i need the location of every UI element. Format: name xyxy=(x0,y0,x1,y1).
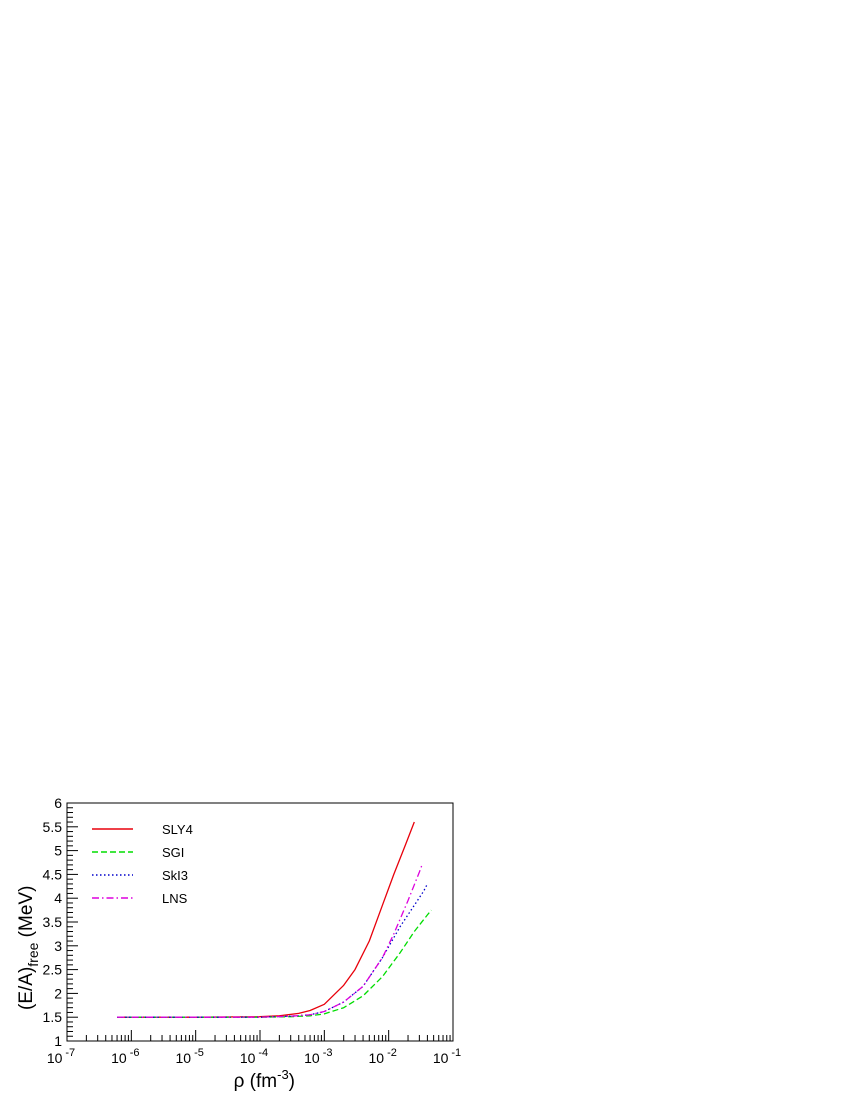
x-tick-label-exp: -1 xyxy=(451,1047,461,1059)
x-tick-label-exp: -7 xyxy=(65,1047,75,1059)
y-tick-label: 4 xyxy=(54,890,62,906)
y-axis-title-base: (E/A) xyxy=(16,967,37,1010)
x-tick-label-exp: -3 xyxy=(323,1047,333,1059)
plot-frame xyxy=(66,802,454,1042)
y-tick-label: 3 xyxy=(54,938,62,954)
series-line-ski3 xyxy=(117,883,428,1018)
y-tick-label: 5 xyxy=(54,843,62,859)
x-tick-label: 10 -5 xyxy=(175,1047,203,1066)
x-tick-label: 10 -6 xyxy=(111,1047,139,1066)
x-tick-label-exp: -5 xyxy=(194,1047,204,1059)
x-tick-label-base: 10 xyxy=(240,1050,256,1066)
x-axis-title-tail: ) xyxy=(289,1071,295,1092)
x-tick-label-exp: -6 xyxy=(130,1047,140,1059)
x-axis-ticks: 10 -7 10 -6 10 -5 10 -4 10 -3 10 -2 10 -1 xyxy=(47,1030,461,1066)
legend-label-sgi: SGI xyxy=(162,845,184,860)
y-tick-label: 2 xyxy=(54,985,62,1001)
y-tick-label: 2.5 xyxy=(43,962,63,978)
y-tick-label: 1.5 xyxy=(43,1009,63,1025)
x-tick-label-base: 10 xyxy=(47,1050,63,1066)
legend-label-ski3: SkI3 xyxy=(162,868,188,883)
y-tick-label: 5.5 xyxy=(43,819,63,835)
y-axis-title-sub: free xyxy=(25,942,41,966)
series-line-sgi xyxy=(117,909,432,1018)
x-tick-label: 10 -3 xyxy=(304,1047,332,1066)
x-tick-label: 10 -2 xyxy=(368,1047,396,1066)
x-tick-label: 10 -1 xyxy=(433,1047,461,1066)
x-tick-label-base: 10 xyxy=(368,1050,384,1066)
x-tick-label-base: 10 xyxy=(111,1050,127,1066)
series-layer xyxy=(117,821,432,1018)
y-tick-label: 3.5 xyxy=(43,914,63,930)
y-tick-label: 1 xyxy=(54,1033,62,1049)
legend: SLY4 SGI SkI3 LNS xyxy=(92,822,193,906)
y-tick-label: 4.5 xyxy=(43,866,63,882)
x-axis-title-base: ρ (fm xyxy=(234,1071,278,1092)
x-tick-label-base: 10 xyxy=(175,1050,191,1066)
x-tick-label-base: 10 xyxy=(433,1050,449,1066)
y-axis-title: (E/A)free (MeV) xyxy=(16,886,41,1010)
x-tick-label-base: 10 xyxy=(304,1050,320,1066)
y-tick-label: 6 xyxy=(54,795,62,811)
x-tick-label: 10 -4 xyxy=(240,1047,268,1066)
x-tick-label-exp: -4 xyxy=(258,1047,268,1059)
legend-label-sly4: SLY4 xyxy=(162,822,193,837)
series-line-lns xyxy=(117,864,423,1018)
legend-label-lns: LNS xyxy=(162,891,188,906)
x-tick-label-exp: -2 xyxy=(387,1047,397,1059)
x-axis-title-sup: -3 xyxy=(277,1067,289,1082)
y-axis-ticks: 1 1.5 2 2.5 3 3.5 4 4.5 5 5.5 6 xyxy=(43,795,78,1049)
y-axis-title-tail: (MeV) xyxy=(16,886,37,943)
x-tick-label: 10 -7 xyxy=(47,1047,75,1066)
x-axis-title: ρ (fm-3) xyxy=(234,1067,295,1092)
